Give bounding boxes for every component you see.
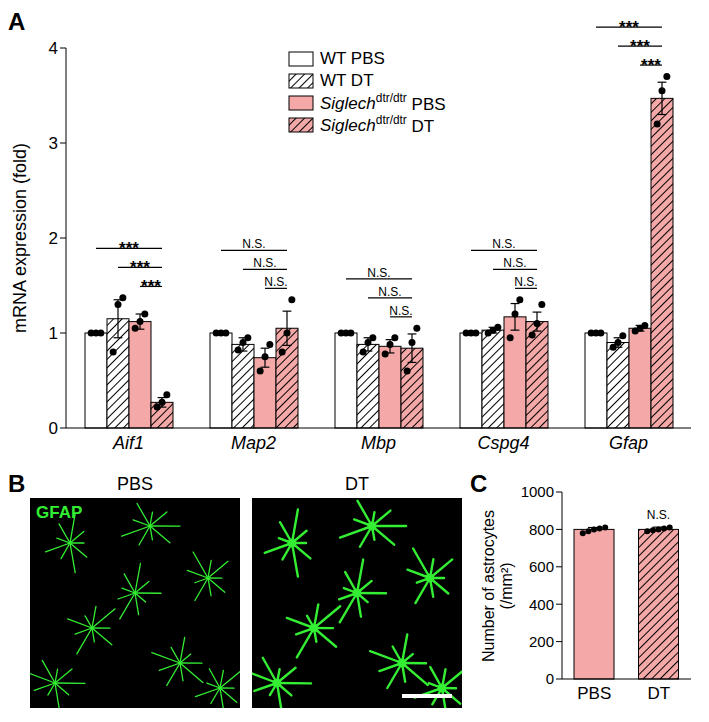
svg-text:***: ***: [630, 37, 650, 56]
svg-text:N.S.: N.S.: [378, 285, 401, 299]
svg-text:Aif1: Aif1: [112, 433, 144, 453]
svg-text:600: 600: [529, 558, 554, 575]
html-text:Siglechdtr/dtrPBS: Siglechdtr/dtrPBS: [320, 91, 446, 114]
svg-text:N.S.: N.S.: [389, 304, 412, 318]
html-text:DT: DT: [345, 474, 369, 494]
svg-text:N.S.: N.S.: [647, 508, 670, 522]
svg-text:400: 400: [529, 596, 554, 613]
svg-text:***: ***: [119, 239, 139, 258]
svg-text:N.S.: N.S.: [264, 275, 287, 289]
html-text:B: B: [8, 470, 26, 497]
html-text:PBS: PBS: [117, 474, 153, 494]
svg-text:4: 4: [49, 39, 58, 58]
svg-text:1000: 1000: [521, 483, 554, 500]
svg-text:***: ***: [141, 277, 161, 296]
svg-text:PBS: PBS: [577, 684, 611, 703]
svg-text:N.S.: N.S.: [253, 256, 276, 270]
html-text:Siglechdtr/dtrDT: Siglechdtr/dtrDT: [320, 113, 435, 136]
svg-text:***: ***: [641, 56, 661, 75]
svg-text:200: 200: [529, 633, 554, 650]
svg-text:0: 0: [49, 419, 58, 438]
html-text:mRNA expression (fold): mRNA expression (fold): [9, 143, 30, 333]
svg-text:N.S.: N.S.: [514, 275, 537, 289]
svg-text:800: 800: [529, 521, 554, 538]
html-text:A: A: [8, 8, 26, 35]
html-text:WT PBS: WT PBS: [320, 49, 385, 68]
svg-text:1: 1: [49, 324, 58, 343]
html-text:(/mm²): (/mm²): [498, 562, 515, 609]
svg-text:DT: DT: [647, 684, 670, 703]
svg-text:Gfap: Gfap: [609, 433, 648, 453]
html-text:C: C: [470, 470, 488, 497]
svg-text:N.S.: N.S.: [492, 237, 515, 251]
svg-text:***: ***: [130, 258, 150, 277]
svg-text:N.S.: N.S.: [503, 256, 526, 270]
html-text:WT DT: WT DT: [320, 71, 374, 90]
svg-text:3: 3: [49, 134, 58, 153]
html-text:Number of astrocytes: Number of astrocytes: [480, 509, 497, 662]
svg-text:2: 2: [49, 229, 58, 248]
svg-text:GFAP: GFAP: [36, 503, 82, 522]
svg-text:Cspg4: Cspg4: [477, 433, 529, 453]
svg-text:N.S.: N.S.: [367, 266, 390, 280]
svg-text:0: 0: [546, 670, 554, 687]
svg-text:***: ***: [619, 18, 639, 37]
svg-text:N.S.: N.S.: [242, 237, 265, 251]
svg-text:Map2: Map2: [231, 433, 276, 453]
svg-text:Mbp: Mbp: [361, 433, 396, 453]
